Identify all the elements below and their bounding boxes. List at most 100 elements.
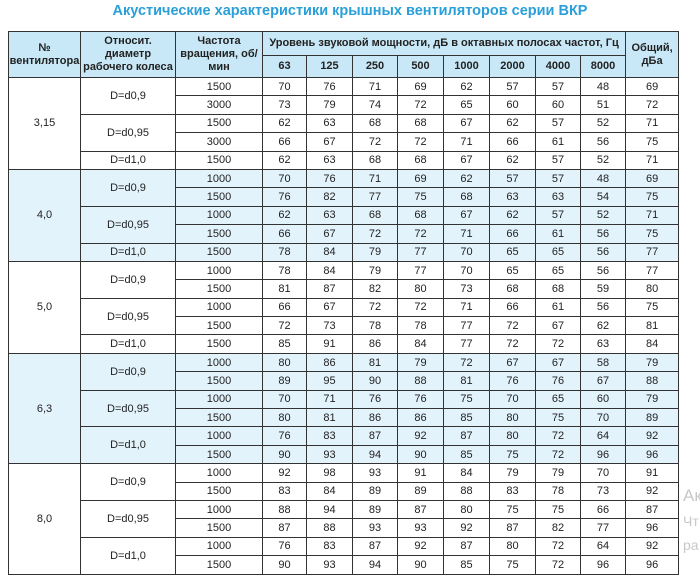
band-value-cell: 89: [397, 481, 444, 501]
band-value-cell: 62: [579, 316, 627, 336]
rpm-cell: 1500: [175, 279, 263, 299]
band-value-cell: 75: [535, 499, 581, 520]
band-value-cell: 87: [262, 518, 307, 538]
band-value-cell: 83: [489, 481, 536, 501]
table-row: D=d0,95 1000 66 67 72 72 71 66 61 56 75: [9, 297, 680, 336]
band-value-cell: 91: [306, 334, 353, 354]
table-row: D=d0,95 1500 62 63 68 68 67 62 57 52 71: [9, 113, 680, 152]
band-value-cell: 77: [443, 334, 490, 354]
band-value-cell: 76: [535, 371, 581, 391]
band-value-cell: 62: [262, 113, 307, 134]
band-value-cell: 57: [535, 150, 581, 170]
page-title: Акустические характеристики крышных вент…: [112, 3, 588, 19]
band-value-cell: 63: [579, 334, 627, 354]
band-value-cell: 84: [306, 260, 353, 281]
rpm-cell: 1000: [175, 389, 263, 410]
total-dba-cell: 96: [625, 518, 680, 538]
band-value-cell: 71: [443, 297, 490, 318]
rpm-cell: 1500: [175, 187, 263, 207]
band-value-cell: 72: [535, 334, 581, 354]
header-band-4000: 4000: [535, 55, 581, 78]
band-value-cell: 62: [262, 205, 307, 226]
table-row: D=d1,0 1500 85 91 86 84 77 72 72 63 84: [9, 334, 680, 354]
band-value-cell: 75: [489, 555, 536, 575]
rpm-cell: 1000: [175, 205, 263, 226]
rpm-cell: 1500: [175, 371, 263, 391]
header-band-8000: 8000: [579, 55, 627, 78]
band-value-cell: 78: [262, 260, 307, 281]
diameter-cell: D=d1,0: [80, 334, 176, 354]
header-total: Общий, дБа: [625, 31, 680, 78]
total-dba-cell: 89: [625, 408, 680, 428]
band-value-cell: 56: [579, 224, 627, 244]
rpm-cell: 1000: [175, 297, 263, 318]
band-value-cell: 88: [306, 518, 353, 538]
header-band-250: 250: [352, 55, 398, 78]
band-value-cell: 67: [306, 224, 353, 244]
rpm-cell: 1500: [175, 150, 263, 170]
band-value-cell: 79: [397, 352, 444, 373]
band-value-cell: 86: [352, 408, 398, 428]
band-value-cell: 85: [443, 408, 490, 428]
band-value-cell: 98: [306, 463, 353, 483]
total-dba-cell: 87: [625, 499, 680, 520]
table-row: 1500 72 73 78 78 77 72 67 62 81: [9, 316, 680, 336]
band-value-cell: 94: [352, 555, 398, 575]
band-value-cell: 62: [489, 113, 536, 134]
band-value-cell: 72: [397, 132, 444, 152]
total-dba-cell: 72: [625, 95, 680, 115]
band-value-cell: 89: [352, 481, 398, 501]
band-value-cell: 72: [489, 334, 536, 354]
band-value-cell: 76: [306, 168, 353, 189]
diameter-cell: D=d1,0: [80, 536, 176, 575]
table-row: 1500 87 88 93 93 92 87 82 77 96: [9, 518, 680, 538]
band-value-cell: 57: [489, 76, 536, 97]
band-value-cell: 85: [443, 555, 490, 575]
total-dba-cell: 92: [625, 481, 680, 501]
band-value-cell: 57: [535, 168, 581, 189]
band-value-cell: 67: [306, 132, 353, 152]
band-value-cell: 65: [535, 242, 581, 262]
fan-number-cell: 5,0: [8, 260, 81, 354]
rpm-cell: 1000: [175, 352, 263, 373]
rpm-cell: 1500: [175, 113, 263, 134]
band-value-cell: 90: [397, 444, 444, 465]
band-value-cell: 66: [262, 132, 307, 152]
diameter-cell: D=d0,95: [80, 113, 176, 152]
diameter-cell: D=d0,9: [80, 260, 176, 299]
band-value-cell: 76: [262, 536, 307, 557]
band-value-cell: 63: [306, 205, 353, 226]
total-dba-cell: 69: [625, 76, 680, 97]
band-value-cell: 77: [397, 242, 444, 262]
band-value-cell: 75: [489, 444, 536, 465]
watermark-text: Чт: [683, 513, 699, 529]
band-value-cell: 48: [579, 168, 627, 189]
band-value-cell: 67: [443, 113, 490, 134]
table-row: 3,15 D=d0,9 1500 70 76 71 69 62 57 57 48 69: [8, 76, 680, 170]
band-value-cell: 74: [352, 95, 398, 115]
band-value-cell: 68: [397, 113, 444, 134]
band-value-cell: 66: [489, 297, 536, 318]
diameter-cell: D=d0,9: [80, 463, 176, 501]
total-dba-cell: 69: [625, 168, 680, 189]
band-value-cell: 83: [306, 536, 353, 557]
band-value-cell: 84: [443, 463, 490, 483]
diameter-cell: D=d0,9: [80, 77, 176, 115]
band-value-cell: 67: [535, 316, 581, 336]
rpm-cell: 1500: [175, 76, 263, 97]
band-value-cell: 59: [579, 279, 627, 299]
band-value-cell: 62: [489, 205, 536, 226]
band-value-cell: 56: [579, 297, 627, 318]
table-row: 1500 66 67 72 72 71 66 61 56 75: [9, 224, 680, 244]
band-value-cell: 95: [306, 371, 353, 391]
band-value-cell: 66: [262, 224, 307, 244]
band-value-cell: 70: [579, 408, 627, 428]
band-value-cell: 71: [306, 389, 353, 410]
rpm-cell: 3000: [175, 132, 263, 152]
band-value-cell: 88: [443, 481, 490, 501]
band-value-cell: 78: [535, 481, 581, 501]
total-dba-cell: 81: [625, 316, 680, 336]
fan-number-cell: 3,15: [8, 77, 81, 170]
band-value-cell: 60: [579, 389, 627, 410]
table-row: 4,0 D=d0,9 1000 70 76 71 69 62 57 57 48 69: [8, 168, 680, 262]
